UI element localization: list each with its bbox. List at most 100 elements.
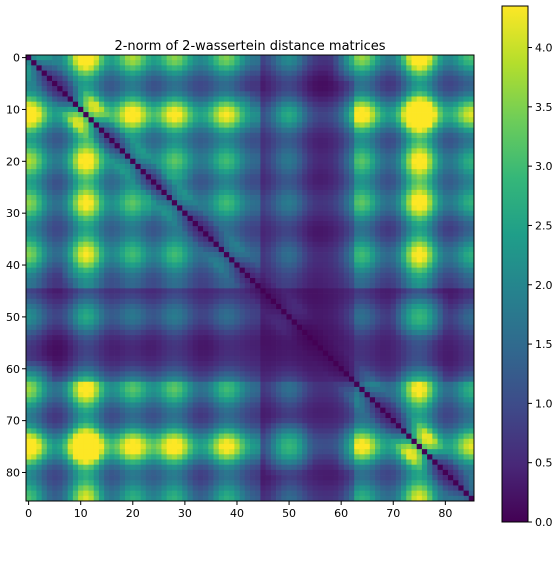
heatmap-cell xyxy=(328,148,334,154)
heatmap-cell xyxy=(265,163,272,170)
heatmap-cell xyxy=(354,143,360,149)
heatmap-cell xyxy=(114,236,121,243)
heatmap-cell xyxy=(427,70,433,77)
heatmap-cell xyxy=(270,314,277,320)
heatmap-cell xyxy=(223,60,230,66)
heatmap-cell xyxy=(369,112,376,118)
heatmap-cell xyxy=(62,350,69,357)
heatmap-cell xyxy=(380,278,386,284)
heatmap-cell xyxy=(213,220,220,227)
heatmap-cell xyxy=(276,189,282,196)
heatmap-cell xyxy=(239,101,246,108)
heatmap-cell xyxy=(343,163,350,170)
heatmap-cell xyxy=(442,236,449,243)
heatmap-cell xyxy=(197,335,204,341)
heatmap-cell xyxy=(458,153,464,160)
heatmap-cell xyxy=(276,241,282,248)
heatmap-cell xyxy=(52,220,58,227)
heatmap-cell xyxy=(312,189,319,196)
heatmap-cell xyxy=(119,80,126,87)
heatmap-cell xyxy=(343,319,350,326)
heatmap-cell xyxy=(437,335,444,341)
heatmap-cell xyxy=(36,267,42,274)
heatmap-cell xyxy=(31,55,37,61)
heatmap-cell xyxy=(161,96,167,103)
heatmap-cell xyxy=(411,127,418,134)
heatmap-cell xyxy=(390,153,397,160)
heatmap-cell xyxy=(255,91,261,97)
heatmap-cell xyxy=(270,112,277,118)
heatmap-cell xyxy=(354,345,360,351)
heatmap-cell xyxy=(354,288,360,294)
heatmap-cell xyxy=(348,335,355,341)
heatmap-cell xyxy=(411,75,418,82)
heatmap-cell xyxy=(182,132,188,139)
heatmap-cell xyxy=(348,200,355,206)
heatmap-cell xyxy=(72,267,79,274)
heatmap-cell xyxy=(411,179,418,186)
heatmap-cell xyxy=(135,70,141,77)
heatmap-cell xyxy=(322,319,329,326)
heatmap-cell xyxy=(385,335,391,341)
heatmap-cell xyxy=(145,65,152,71)
heatmap-cell xyxy=(281,174,287,180)
heatmap-cell xyxy=(401,55,407,61)
heatmap-cell xyxy=(62,257,69,263)
heatmap-cell xyxy=(57,148,63,154)
heatmap-cell xyxy=(161,158,167,165)
heatmap-cell xyxy=(229,101,235,108)
heatmap-cell xyxy=(354,117,360,123)
heatmap-cell xyxy=(333,55,339,61)
heatmap-cell xyxy=(401,278,407,284)
heatmap-cell xyxy=(375,329,381,336)
heatmap-cell xyxy=(145,174,152,180)
heatmap-cell xyxy=(88,220,95,227)
heatmap-cell xyxy=(78,91,84,97)
heatmap-cell xyxy=(171,272,178,279)
heatmap-cell xyxy=(317,278,324,284)
heatmap-cell xyxy=(203,241,209,248)
heatmap-cell xyxy=(104,329,110,336)
heatmap-cell xyxy=(328,262,334,268)
heatmap-cell xyxy=(354,298,360,305)
heatmap-cell xyxy=(78,127,84,134)
heatmap-cell xyxy=(83,55,89,61)
heatmap-cell xyxy=(375,117,381,123)
heatmap-cell xyxy=(234,303,240,310)
heatmap-cell xyxy=(421,122,428,128)
heatmap-cell xyxy=(427,319,433,326)
heatmap-cell xyxy=(156,309,162,315)
heatmap-cell xyxy=(229,55,235,61)
heatmap-cell xyxy=(250,340,256,346)
heatmap-cell xyxy=(52,137,58,144)
heatmap-cell xyxy=(182,106,188,113)
heatmap-cell xyxy=(119,96,126,103)
heatmap-cell xyxy=(270,65,277,71)
heatmap-cell xyxy=(93,75,100,82)
heatmap-cell xyxy=(244,101,251,108)
heatmap-cell xyxy=(453,179,459,186)
heatmap-cell xyxy=(343,200,350,206)
heatmap-cell xyxy=(442,226,449,232)
heatmap-cell xyxy=(442,288,449,294)
heatmap-cell xyxy=(250,288,256,294)
heatmap-cell xyxy=(416,329,423,336)
heatmap-cell xyxy=(427,200,433,206)
heatmap-cell xyxy=(41,257,48,263)
heatmap-cell xyxy=(46,91,53,97)
heatmap-cell xyxy=(213,80,220,87)
heatmap-cell xyxy=(229,70,235,77)
heatmap-cell xyxy=(468,96,475,103)
heatmap-cell xyxy=(197,153,204,160)
heatmap-cell xyxy=(401,329,407,336)
heatmap-cell xyxy=(52,70,58,77)
heatmap-cell xyxy=(197,262,204,268)
heatmap-cell xyxy=(421,80,428,87)
heatmap-cell xyxy=(145,70,152,77)
heatmap-cell xyxy=(307,174,313,180)
heatmap-cell xyxy=(281,288,287,294)
heatmap-cell xyxy=(453,163,459,170)
heatmap-cell xyxy=(453,174,459,180)
heatmap-cell xyxy=(411,96,418,103)
heatmap-cell xyxy=(322,163,329,170)
